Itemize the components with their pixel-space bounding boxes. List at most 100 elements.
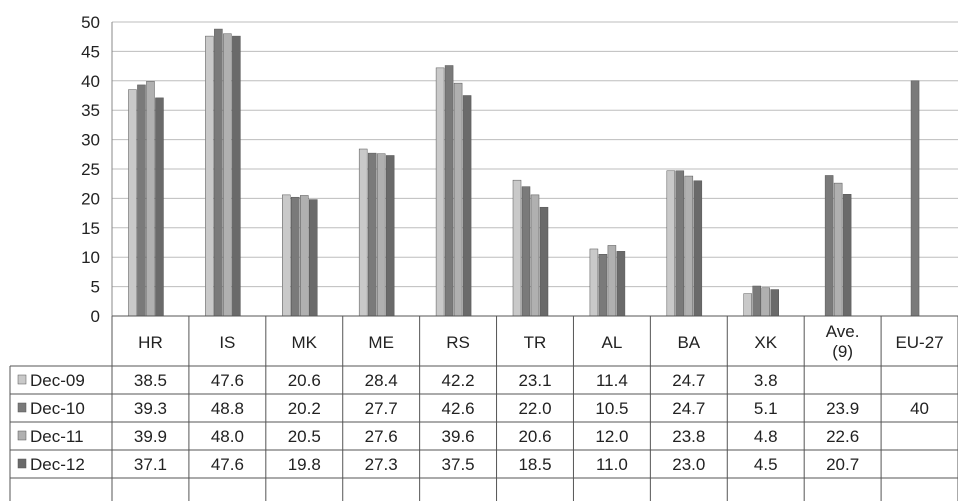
bar-dec-12-rs	[462, 95, 472, 317]
y-tick-label: 50	[81, 13, 100, 32]
data-label: 20.6	[518, 427, 551, 446]
bar-dec-11-is	[223, 33, 232, 317]
bar-dec-09-al	[589, 248, 599, 317]
legend-key	[17, 458, 27, 469]
bar-dec-12-xk	[770, 289, 779, 317]
data-label: 39.3	[134, 399, 167, 418]
data-label: 39.6	[442, 427, 475, 446]
data-label: 12.0	[595, 427, 628, 446]
data-label: 37.1	[134, 455, 167, 474]
bar-dec-09-me	[358, 148, 368, 317]
series-label: Dec-09	[30, 371, 85, 390]
y-tick-label: 40	[81, 72, 100, 91]
data-label: 47.6	[211, 455, 244, 474]
y-tick-label: 25	[81, 160, 100, 179]
bar-dec-12-tr	[539, 206, 549, 317]
y-tick-label: 10	[81, 248, 100, 267]
data-label: 47.6	[211, 371, 244, 390]
data-label: 27.3	[365, 455, 398, 474]
category-label: TR	[524, 333, 547, 352]
data-label: 20.2	[288, 399, 321, 418]
data-label: 39.9	[134, 427, 167, 446]
y-tick-label: 0	[91, 307, 100, 326]
category-label: MK	[292, 333, 318, 352]
data-label: 22.6	[826, 427, 859, 446]
bar-dec-11-hr	[146, 81, 155, 317]
data-label: 38.5	[134, 371, 167, 390]
data-label: 22.0	[518, 399, 551, 418]
y-tick-label: 45	[81, 42, 100, 61]
y-tick-label: 5	[91, 278, 100, 297]
bar-dec-11-al	[607, 245, 617, 317]
y-axis: 0 5 10 15 20 25 30 35 40 45 50	[81, 13, 113, 326]
data-label: 23.1	[518, 371, 551, 390]
data-label: 42.2	[442, 371, 475, 390]
category-label: Ave.	[826, 322, 860, 341]
bar-dec-10-tr	[521, 186, 531, 317]
bar-dec-09-mk	[282, 194, 291, 317]
data-label: 20.5	[288, 427, 321, 446]
y-tick-label: 15	[81, 219, 100, 238]
bar-dec-12-me	[385, 155, 395, 317]
data-label: 23.9	[826, 399, 859, 418]
data-label: 24.7	[672, 399, 705, 418]
bar-dec-10-ave-9-	[824, 175, 834, 317]
data-label: 4.5	[754, 455, 778, 474]
bar-dec-11-tr	[530, 194, 540, 317]
y-tick-label: 35	[81, 101, 100, 120]
category-label: (9)	[832, 342, 853, 361]
category-label: EU-27	[895, 333, 943, 352]
category-label: ME	[368, 333, 394, 352]
bar-dec-10-mk	[291, 196, 300, 317]
category-label: AL	[602, 333, 623, 352]
data-label: 40	[910, 399, 929, 418]
data-label: 42.6	[442, 399, 475, 418]
category-label: HR	[138, 333, 163, 352]
bar-dec-12-mk	[309, 199, 318, 317]
data-label: 28.4	[365, 371, 398, 390]
data-label: 24.7	[672, 371, 705, 390]
category-label: XK	[754, 333, 777, 352]
bar-dec-12-is	[232, 35, 241, 317]
data-label: 4.8	[754, 427, 778, 446]
bar-dec-10-rs	[444, 65, 454, 317]
category-label: BA	[677, 333, 700, 352]
data-label: 18.5	[518, 455, 551, 474]
data-label: 23.8	[672, 427, 705, 446]
bar-dec-11-rs	[453, 82, 463, 317]
category-label: RS	[446, 333, 470, 352]
data-label: 27.6	[365, 427, 398, 446]
bar-dec-11-ba	[684, 175, 694, 317]
bar-dec-12-hr	[155, 97, 164, 317]
data-label: 20.7	[826, 455, 859, 474]
bar-dec-10-al	[598, 254, 608, 317]
bar-dec-10-hr	[137, 84, 146, 317]
y-tick-label: 20	[81, 189, 100, 208]
data-label: 48.8	[211, 399, 244, 418]
data-table: HR IS MK ME RS TR AL BA XK Ave.(9) EU-27 Dec-09 38.5…	[9, 315, 958, 501]
data-label: 3.8	[754, 371, 778, 390]
data-label: 10.5	[595, 399, 628, 418]
series-label: Dec-12	[30, 455, 85, 474]
data-label: 27.7	[365, 399, 398, 418]
series-label: Dec-11	[30, 427, 84, 446]
bar-dec-10-xk	[752, 285, 761, 317]
data-label: 48.0	[211, 427, 244, 446]
data-label: 11.0	[596, 455, 628, 474]
bar-dec-11-xk	[761, 287, 770, 317]
y-tick-label: 30	[81, 131, 100, 150]
bar-dec-09-ba	[666, 170, 676, 317]
data-label: 19.8	[288, 455, 321, 474]
bar-dec-10-me	[367, 152, 377, 317]
legend-key	[17, 402, 27, 413]
bar-dec-09-xk	[743, 293, 752, 317]
legend-key	[17, 430, 27, 441]
bar-dec-09-rs	[435, 67, 445, 317]
bars	[128, 28, 920, 317]
data-label: 37.5	[442, 455, 475, 474]
data-label: 20.6	[288, 371, 321, 390]
bar-dec-12-ba	[693, 180, 703, 317]
bar-dec-11-mk	[300, 195, 309, 317]
bar-dec-10-ba	[675, 170, 685, 317]
